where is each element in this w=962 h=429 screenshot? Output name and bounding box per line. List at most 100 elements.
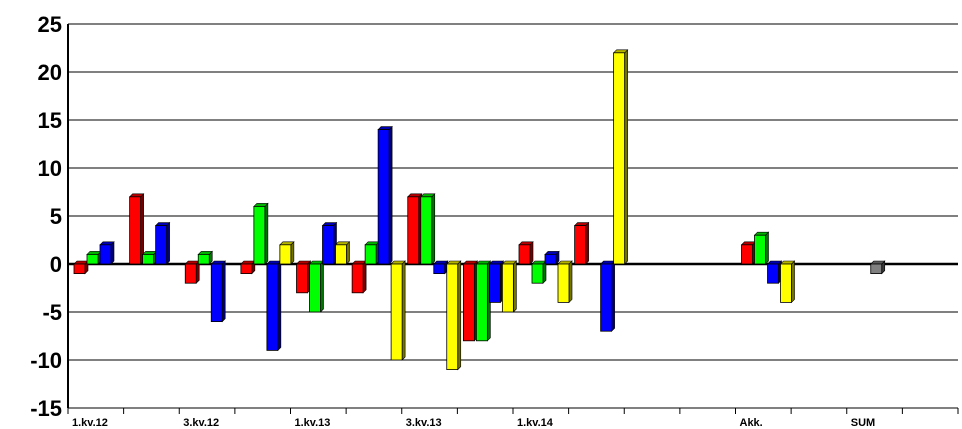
bar <box>531 260 547 284</box>
bar <box>462 260 479 342</box>
bar <box>488 260 505 304</box>
bar <box>154 221 171 265</box>
bar-front <box>184 263 197 284</box>
bar-front <box>129 196 142 265</box>
bar-front <box>446 263 459 370</box>
bar-front <box>501 263 514 313</box>
bar-side <box>346 241 350 265</box>
bar-front <box>462 263 475 342</box>
bar-front <box>780 263 792 303</box>
bar <box>279 241 295 265</box>
bar-front <box>86 253 99 265</box>
bar-side <box>290 241 295 265</box>
bar <box>446 260 462 371</box>
bar-side <box>320 260 324 313</box>
bar <box>518 241 534 265</box>
x-tick-label: Akk. <box>740 417 763 429</box>
bar <box>779 260 796 304</box>
bar-front <box>613 52 626 265</box>
bar <box>253 202 269 265</box>
bar-side <box>513 260 517 313</box>
bar <box>184 260 200 284</box>
bar <box>501 260 518 313</box>
bar-front <box>210 263 223 322</box>
bar-front <box>197 253 210 265</box>
bar-side <box>585 221 589 265</box>
bar <box>351 260 367 294</box>
bar-side <box>166 221 170 265</box>
bar <box>740 241 757 265</box>
bar-front <box>557 263 570 303</box>
bar <box>390 260 406 361</box>
x-tick-label: 1.kv.13 <box>295 417 331 429</box>
bar-side <box>264 202 269 265</box>
bar-front <box>531 263 544 284</box>
bars <box>73 49 886 371</box>
bar <box>753 231 770 265</box>
bar <box>420 193 436 265</box>
bar-side <box>277 260 282 352</box>
bar-front <box>322 225 334 265</box>
gridlines <box>68 23 958 409</box>
x-tick-label: 1.kv.12 <box>72 417 108 429</box>
bar-front <box>433 263 446 275</box>
bar-front <box>309 263 321 313</box>
bar-front <box>266 263 279 351</box>
bar-side <box>765 231 769 265</box>
bar-front <box>544 253 557 265</box>
bar-front <box>518 244 531 265</box>
bar-front <box>754 234 766 265</box>
bar-front <box>296 263 308 294</box>
bar-front <box>335 244 347 265</box>
x-tick-label: 1.kv.14 <box>517 417 554 429</box>
bar-side <box>624 49 628 265</box>
bar <box>407 193 423 265</box>
bar-front <box>407 196 420 265</box>
bar-front <box>99 244 112 265</box>
bar <box>308 260 325 313</box>
bar-front <box>767 263 779 284</box>
bar <box>870 260 886 275</box>
bar <box>334 241 351 265</box>
bar-side <box>568 260 573 304</box>
bar <box>197 250 213 265</box>
bar-front <box>240 263 253 275</box>
bar-side <box>401 260 406 361</box>
bar-side <box>362 260 367 294</box>
y-tick-label: 25 <box>38 12 62 37</box>
bar <box>557 260 573 304</box>
x-tick-label: 3.kv.13 <box>406 417 442 429</box>
bar <box>599 260 616 332</box>
bar-side <box>529 241 534 265</box>
bar <box>210 260 226 323</box>
y-tick-label: 15 <box>38 108 62 133</box>
bar <box>73 260 89 275</box>
bar-front <box>488 263 501 303</box>
x-tick-label: SUM <box>851 417 875 429</box>
bar <box>544 250 560 265</box>
axes <box>67 24 959 414</box>
bar-front <box>390 263 403 361</box>
bar <box>321 221 338 265</box>
bar-front <box>364 244 377 265</box>
bar-side <box>431 193 436 265</box>
bar <box>377 125 393 265</box>
bar <box>612 49 629 265</box>
bar <box>295 260 312 294</box>
bar-side <box>388 125 393 265</box>
bar-side <box>457 260 462 371</box>
y-tick-label: 5 <box>50 204 62 229</box>
y-tick-labels: 25 20 15 10 5 0 -5 -10 -15 <box>30 12 62 421</box>
bar-front <box>155 225 168 265</box>
bar-side <box>110 241 115 265</box>
bar-side <box>791 260 795 304</box>
bar-front <box>377 129 390 265</box>
bar-side <box>221 260 226 323</box>
bar <box>86 250 102 265</box>
bar <box>266 260 282 352</box>
x-tick-label: 3.kv.12 <box>183 417 219 429</box>
bar-front <box>279 244 292 265</box>
bar <box>141 250 158 265</box>
y-tick-label: 0 <box>50 252 62 277</box>
